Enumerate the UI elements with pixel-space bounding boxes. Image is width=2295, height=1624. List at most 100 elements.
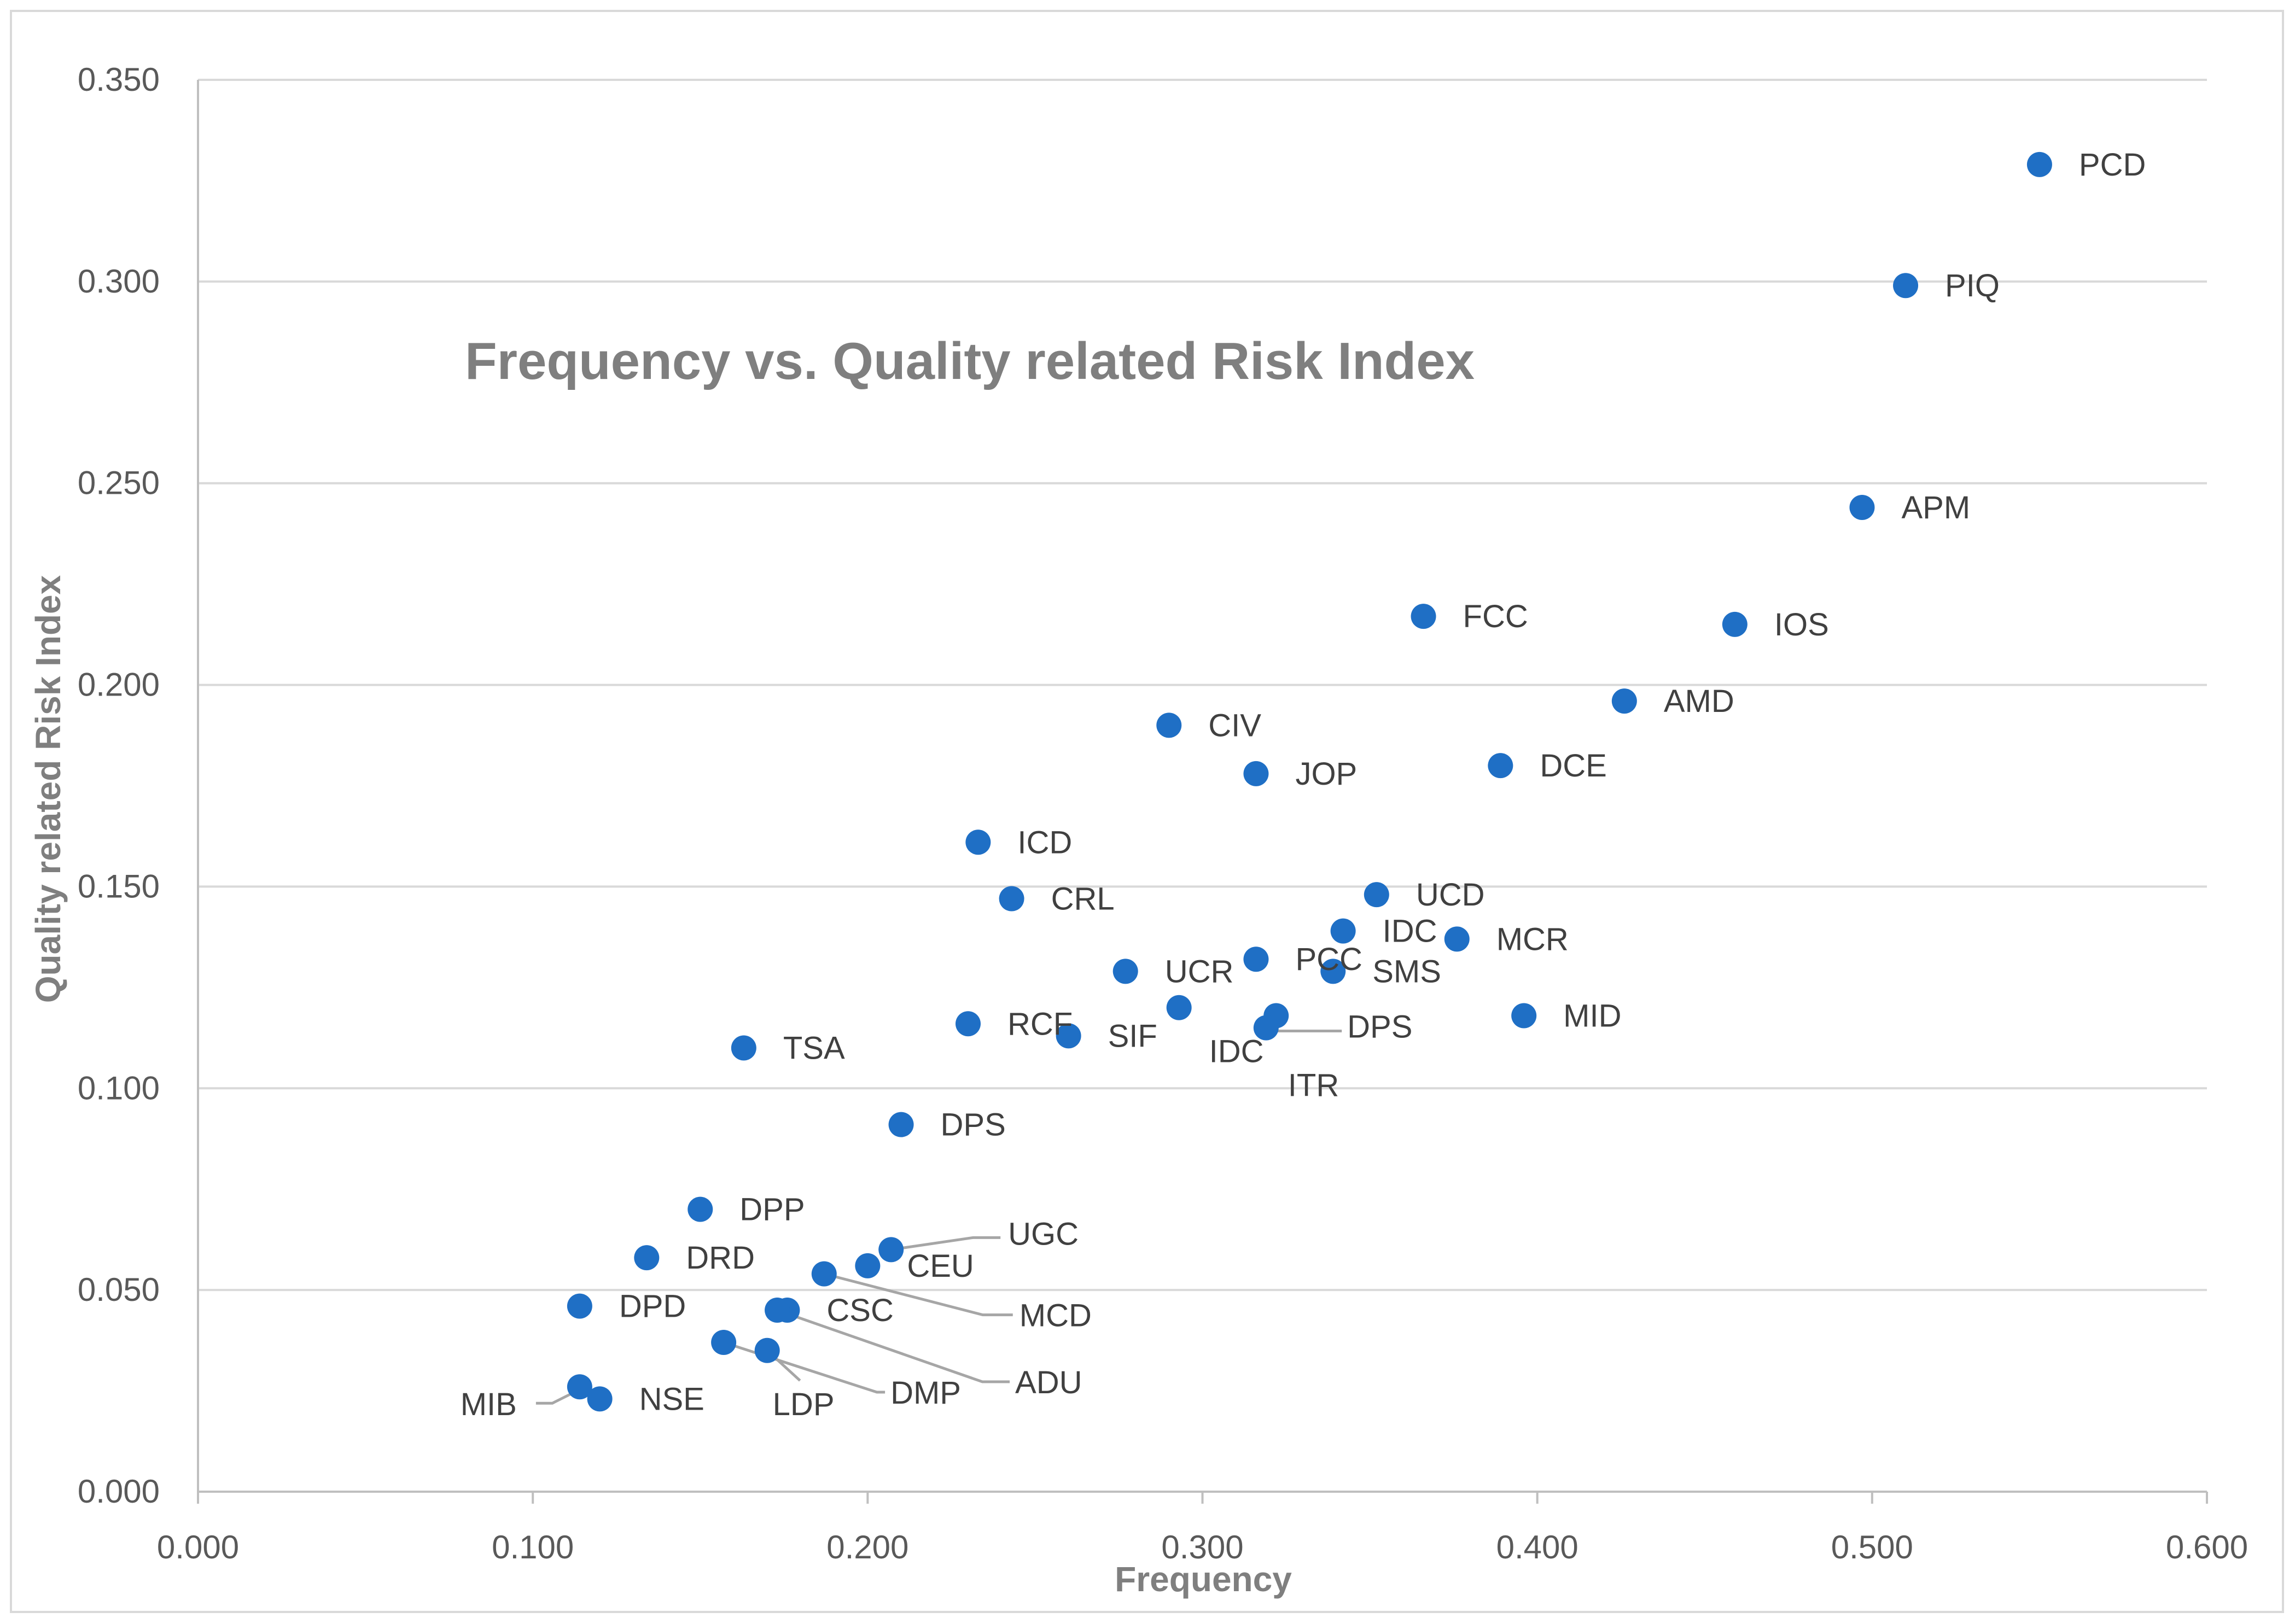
- data-point: [888, 1112, 914, 1137]
- leader-line: [535, 1391, 575, 1405]
- data-point: [688, 1196, 713, 1222]
- data-point: [1444, 926, 1470, 952]
- data-point: [1722, 611, 1748, 637]
- data-point: [999, 886, 1024, 912]
- data-point: [1488, 753, 1513, 779]
- point-label: DPS: [941, 1107, 1006, 1143]
- x-tick-label: 0.400: [1496, 1529, 1578, 1565]
- y-tick-label: 0.350: [78, 61, 160, 98]
- point-label: UCR: [1165, 954, 1234, 989]
- data-point: [1243, 947, 1269, 972]
- point-label: LDP: [773, 1387, 835, 1422]
- point-label: JOP: [1295, 756, 1357, 792]
- data-point: [634, 1245, 660, 1271]
- chart-title: Frequency vs. Quality related Risk Index: [465, 332, 1475, 390]
- data-point: [765, 1298, 790, 1323]
- leader-line: [890, 1236, 1001, 1251]
- point-label: CIV: [1208, 708, 1261, 743]
- point-label: CSC: [826, 1293, 893, 1328]
- point-label: UCD: [1416, 877, 1485, 913]
- leader-lines: [535, 1029, 1342, 1405]
- leader-line: [723, 1341, 886, 1394]
- point-label: DPS: [1347, 1009, 1412, 1044]
- point-label: IDC: [1383, 914, 1437, 949]
- data-points: [567, 151, 2052, 1412]
- gridlines: [198, 79, 2207, 1292]
- point-label: ADU: [1015, 1365, 1082, 1400]
- point-label: DCE: [1540, 748, 1606, 784]
- data-point: [1364, 882, 1389, 908]
- x-tick-label: 0.600: [2166, 1529, 2248, 1565]
- x-tick-label: 0.100: [492, 1529, 574, 1565]
- data-point: [2026, 151, 2052, 177]
- axes: 0.000 0.050 0.100 0.150 0.200 0.250 0.300 0.350…: [78, 61, 2248, 1565]
- point-label: MID: [1563, 998, 1621, 1033]
- point-label: IDC: [1209, 1034, 1264, 1070]
- data-point: [711, 1330, 737, 1356]
- point-label: DPP: [739, 1192, 805, 1228]
- data-point: [878, 1237, 904, 1263]
- x-tick-label: 0.500: [1831, 1529, 1913, 1565]
- data-point: [1112, 959, 1138, 984]
- point-label: FCC: [1463, 599, 1528, 634]
- data-point: [965, 829, 991, 855]
- data-point: [1849, 494, 1875, 520]
- data-point: [567, 1374, 592, 1400]
- data-point: [1330, 918, 1356, 944]
- data-point: [1156, 712, 1182, 738]
- leader-line: [777, 1308, 1010, 1383]
- y-tick-label: 0.000: [78, 1473, 160, 1510]
- data-point: [754, 1337, 780, 1363]
- point-label: RCF: [1007, 1006, 1073, 1042]
- point-label: DRD: [686, 1240, 755, 1276]
- x-tick-label: 0.000: [157, 1529, 239, 1565]
- data-point: [1056, 1023, 1081, 1049]
- data-point: [1411, 604, 1436, 629]
- point-label: IOS: [1774, 607, 1829, 642]
- point-label: PIQ: [1945, 268, 2000, 303]
- point-label: MCD: [1020, 1298, 1092, 1334]
- point-label: MCR: [1496, 921, 1569, 957]
- y-tick-label: 0.250: [78, 465, 160, 501]
- point-label: PCC: [1295, 942, 1362, 977]
- point-label: SMS: [1372, 954, 1441, 989]
- point-label: ITR: [1288, 1068, 1339, 1103]
- y-tick-label: 0.050: [78, 1271, 160, 1308]
- data-point: [587, 1386, 613, 1412]
- x-tick-label: 0.200: [826, 1529, 908, 1565]
- point-label: AMD: [1664, 684, 1734, 719]
- data-point: [731, 1035, 756, 1061]
- y-axis-title: Quality related Risk Index: [28, 575, 68, 1003]
- data-point: [1166, 995, 1192, 1020]
- point-label: MIB: [461, 1387, 517, 1422]
- y-tick-label: 0.100: [78, 1070, 160, 1106]
- data-point: [1611, 688, 1637, 714]
- leader-line: [824, 1272, 1013, 1317]
- data-point: [955, 1011, 981, 1037]
- data-point: [855, 1253, 881, 1278]
- data-point: [1253, 1015, 1279, 1041]
- y-tick-label: 0.150: [78, 868, 160, 904]
- point-label: ICD: [1017, 825, 1072, 860]
- point-label: CRL: [1051, 881, 1115, 917]
- data-point: [1243, 761, 1269, 786]
- data-point: [811, 1261, 837, 1287]
- point-label: UGC: [1008, 1216, 1079, 1252]
- data-point: [567, 1293, 592, 1319]
- data-point: [1320, 959, 1346, 984]
- point-label: APM: [1901, 490, 1970, 525]
- y-tick-label: 0.200: [78, 667, 160, 703]
- x-tick-label: 0.300: [1161, 1529, 1243, 1565]
- chart-frame: [10, 10, 2284, 1613]
- point-label: DMP: [890, 1375, 961, 1411]
- x-axis-title: Frequency: [1115, 1559, 1292, 1599]
- point-label: TSA: [783, 1031, 845, 1066]
- y-tick-label: 0.300: [78, 263, 160, 300]
- point-label: CEU: [907, 1248, 974, 1284]
- point-label: SIF: [1108, 1018, 1157, 1054]
- point-label: PCD: [2079, 147, 2146, 183]
- point-label: NSE: [639, 1381, 704, 1417]
- data-point: [1511, 1003, 1537, 1029]
